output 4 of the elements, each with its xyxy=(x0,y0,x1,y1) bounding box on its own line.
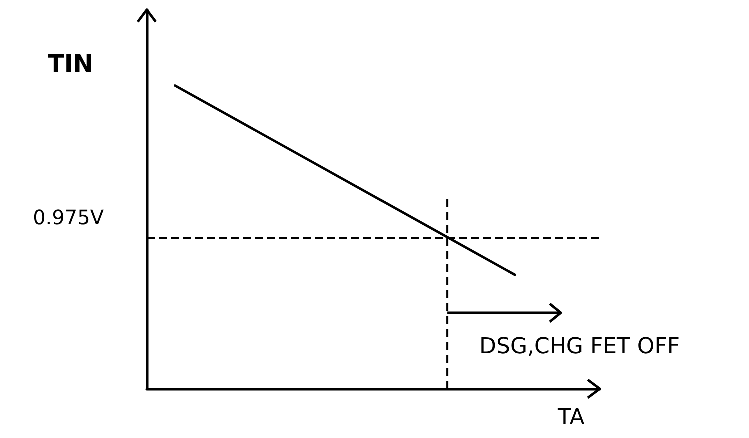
x-axis-title: TA xyxy=(557,406,585,430)
y-axis-title: TIN xyxy=(48,50,94,78)
annotation: DSG,CHG FET OFF xyxy=(480,334,680,360)
ref-line-label: 0.975V xyxy=(33,205,104,230)
